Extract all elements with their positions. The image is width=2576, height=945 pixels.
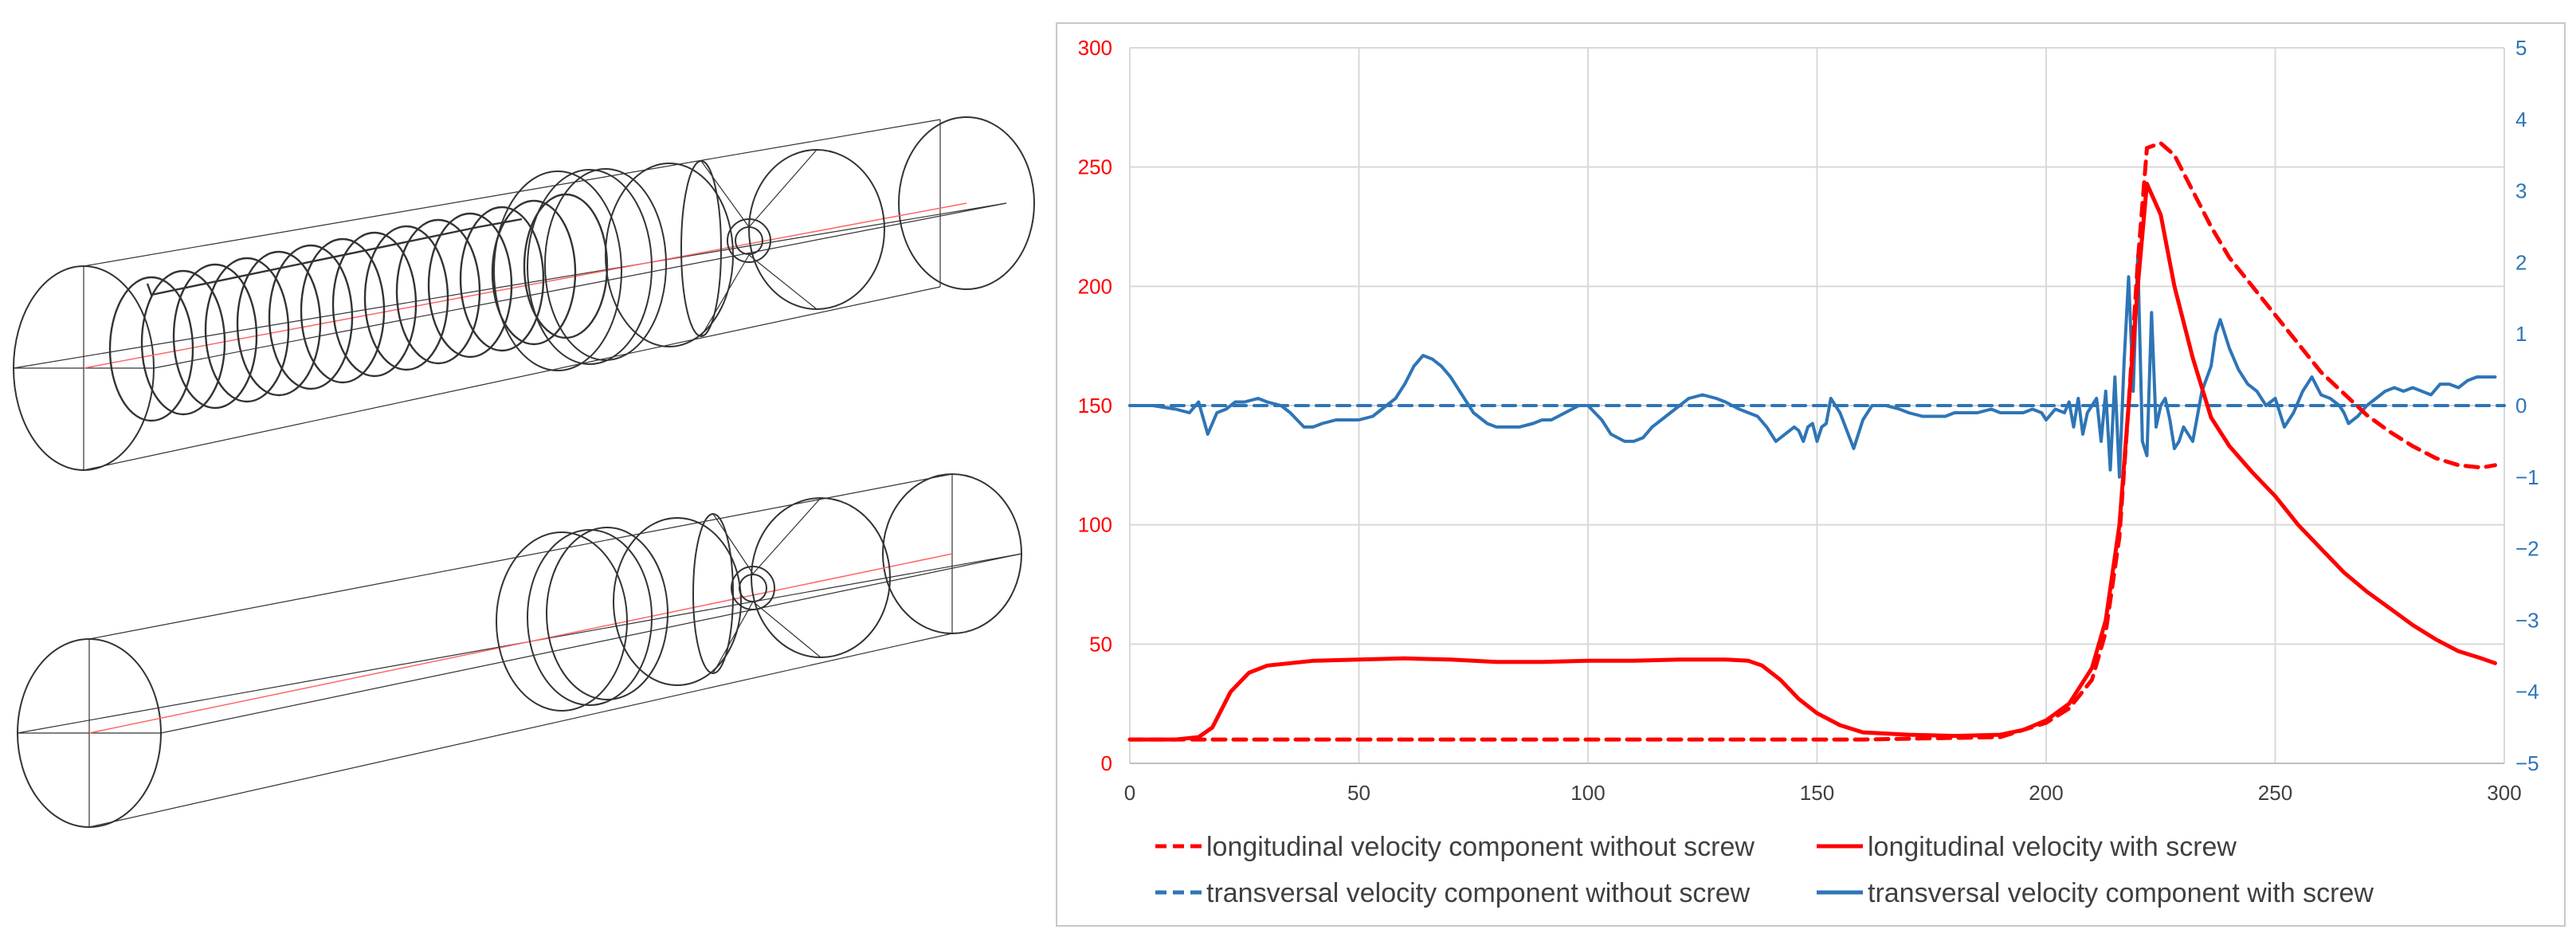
outlet-disc: [898, 116, 1035, 290]
y2-tick-label: 1: [2515, 322, 2527, 346]
x-tick-label: 250: [2258, 781, 2292, 805]
y2-tick-label: 0: [2515, 394, 2527, 418]
x-tick-label: 50: [1347, 781, 1370, 805]
x-tick-label: 0: [1124, 781, 1135, 805]
x-tick-label: 150: [1800, 781, 1834, 805]
screw-coil: [108, 193, 609, 422]
legend-label: transversal velocity component without s…: [1206, 878, 1751, 908]
series-line: [1128, 253, 2497, 479]
geometry-wireframes: [13, 116, 1035, 828]
y2-tick-label: 4: [2515, 108, 2527, 131]
y2-tick-label: 3: [2515, 179, 2527, 203]
y-tick-label: 300: [1078, 36, 1112, 60]
y-tick-label: 50: [1089, 632, 1112, 656]
y-tick-label: 250: [1078, 155, 1112, 179]
series-line: [1127, 141, 2497, 742]
y-tick-label: 200: [1078, 274, 1112, 298]
y2-tick-label: −3: [2515, 608, 2539, 632]
symmetry-axis: [88, 553, 953, 734]
y2-tick-label: −5: [2515, 751, 2539, 775]
y-tick-label: 100: [1078, 513, 1112, 537]
series-line: [1127, 182, 2497, 742]
x-tick-label: 100: [1570, 781, 1605, 805]
wireframe-with-screw: [13, 116, 1035, 471]
chart-frame: [1056, 22, 2566, 927]
legend-label: longitudinal velocity with screw: [1868, 832, 2237, 862]
nozzle-rings: [493, 149, 885, 371]
y2-tick-label: −4: [2515, 680, 2539, 704]
y-tick-label: 150: [1078, 394, 1112, 418]
wireframe-without-screw: [17, 473, 1022, 828]
x-tick-label: 300: [2487, 781, 2521, 805]
legend-label: transversal velocity component with scre…: [1868, 878, 2374, 908]
y2-tick-label: 2: [2515, 250, 2527, 274]
y-tick-label: 0: [1101, 751, 1112, 775]
y2-tick-label: −1: [2515, 465, 2539, 489]
legend-label: longitudinal velocity component without …: [1206, 832, 1755, 862]
x-tick-label: 200: [2029, 781, 2063, 805]
y2-tick-label: −2: [2515, 537, 2539, 561]
y2-tick-label: 5: [2515, 36, 2527, 60]
nozzle-rings: [496, 497, 891, 712]
